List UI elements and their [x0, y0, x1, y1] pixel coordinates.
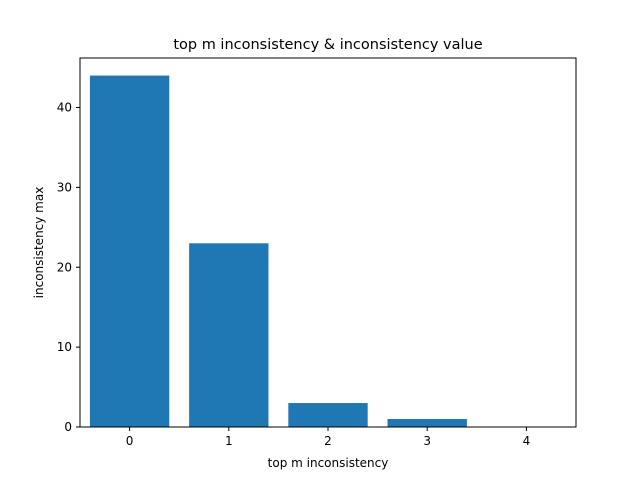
bar-2: [288, 403, 368, 427]
x-tick-label: 1: [225, 434, 233, 448]
y-tick-label: 40: [57, 101, 72, 115]
y-tick-label: 20: [57, 260, 72, 274]
x-axis-label: top m inconsistency: [268, 456, 389, 470]
y-tick-label: 10: [57, 340, 72, 354]
chart-title: top m inconsistency & inconsistency valu…: [173, 37, 482, 53]
bar-3: [387, 419, 467, 427]
bar-1: [189, 243, 269, 427]
x-tick-label: 0: [126, 434, 134, 448]
x-tick-label: 2: [324, 434, 332, 448]
bars-layer: [89, 75, 467, 428]
y-tick-label: 0: [64, 420, 72, 434]
x-ticks-layer: 0 1 2 3 4: [126, 427, 530, 448]
y-axis-label: inconsistency max: [32, 187, 46, 299]
x-tick-label: 3: [423, 434, 431, 448]
y-tick-label: 30: [57, 180, 72, 194]
x-tick-label: 4: [523, 434, 531, 448]
y-ticks-layer: 0 10 20 30 40: [57, 101, 80, 434]
bar-0: [89, 75, 170, 428]
plot-frame: [79, 57, 577, 428]
